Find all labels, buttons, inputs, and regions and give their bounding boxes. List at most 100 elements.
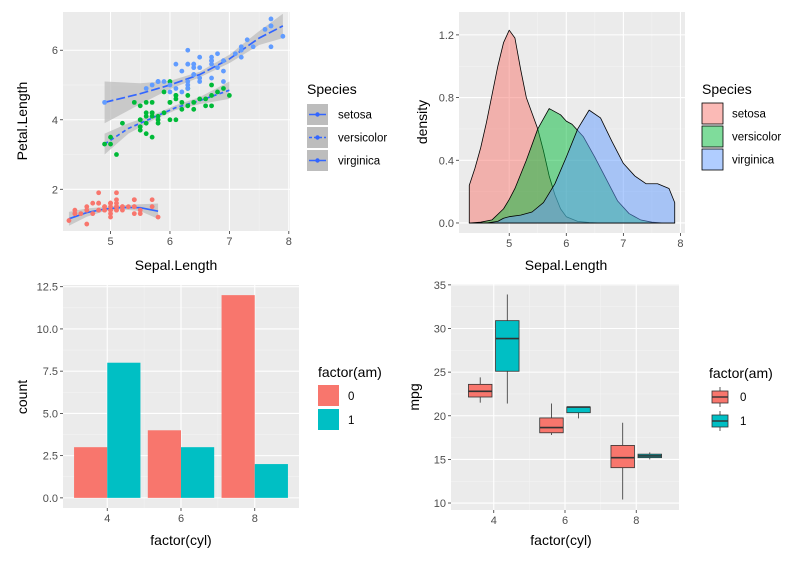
- point-versicolor: [167, 99, 173, 105]
- scatter-smooth-lines: [68, 25, 284, 220]
- density-legend-entry-setosa: setosa: [701, 102, 766, 125]
- point-versicolor: [143, 113, 149, 119]
- legend-key-swatch: [318, 385, 339, 406]
- box-ticks: 4 6 8 10 15 20 25 30 35: [434, 280, 640, 527]
- point-versicolor: [197, 96, 203, 102]
- point-virginica: [244, 37, 250, 43]
- point-virginica: [185, 61, 191, 67]
- bar-y-tick-label: 0.0: [43, 493, 58, 505]
- legend-key-point: [315, 158, 320, 163]
- point-virginica: [143, 86, 149, 91]
- density-legend-title: Species: [702, 81, 752, 97]
- point-versicolor: [137, 117, 143, 123]
- point-versicolor: [179, 99, 185, 105]
- point-versicolor: [167, 79, 173, 84]
- scatter-x-tick-label: 7: [226, 236, 232, 248]
- box-boxes: [468, 294, 662, 500]
- point-virginica: [221, 79, 226, 84]
- point-versicolor: [149, 113, 155, 119]
- density-ticks: 5 6 7 8 0.0 0.4 0.8 1.2: [439, 30, 684, 250]
- box-y-axis-title: mpg: [406, 383, 422, 410]
- bar-y-axis-title: count: [14, 380, 30, 414]
- point-setosa: [108, 211, 113, 217]
- point-virginica: [185, 82, 191, 88]
- point-setosa: [84, 207, 90, 213]
- smooth-line-virginica: [104, 25, 284, 104]
- scatter-legend-entry-versicolor: versicolor: [307, 127, 387, 148]
- bar-y-tick-label: 7.5: [43, 366, 58, 378]
- point-versicolor: [155, 113, 161, 119]
- point-virginica: [215, 65, 220, 71]
- box-legend-entry-0: 0: [711, 387, 746, 407]
- point-virginica: [238, 54, 244, 60]
- point-setosa: [72, 207, 78, 213]
- point-virginica: [149, 82, 155, 88]
- point-versicolor: [155, 117, 161, 123]
- bar-y-tick-label: 12.5: [37, 282, 58, 294]
- point-virginica: [250, 44, 256, 50]
- box-y-tick-label: 10: [434, 498, 446, 510]
- point-setosa: [131, 204, 137, 210]
- legend-key-swatch: [318, 409, 339, 430]
- legend-label-virginica: virginica: [338, 156, 381, 168]
- legend-label-setosa: setosa: [338, 110, 372, 122]
- point-virginica: [221, 58, 226, 64]
- bar-bars: [74, 295, 288, 498]
- bar-cyl4-am0: [74, 447, 108, 498]
- box-legend-entry-1: 1: [711, 411, 746, 431]
- legend-key-point: [315, 135, 320, 140]
- point-virginica: [191, 65, 197, 71]
- legend-label-versicolor: versicolor: [732, 132, 781, 144]
- bar-x-tick-label: 6: [178, 513, 184, 525]
- bar-x-axis-title: factor(cyl): [150, 532, 211, 548]
- point-versicolor: [143, 110, 149, 116]
- scatter-y-tick-label: 6: [52, 45, 58, 57]
- point-virginica: [197, 65, 203, 71]
- scatter-chart: 5 6 7 8 2 4 6 Sepal.Length Petal.Length Specie…: [14, 12, 387, 273]
- point-setosa: [84, 221, 90, 227]
- scatter-x-tick-label: 8: [286, 236, 292, 248]
- smooth-line-versicolor: [104, 89, 230, 145]
- point-versicolor: [191, 99, 197, 105]
- point-versicolor: [143, 120, 149, 126]
- box-y-tick-label: 35: [434, 280, 446, 292]
- point-versicolor: [149, 110, 155, 116]
- density-areas: [468, 29, 676, 224]
- legend-key-swatch: [701, 148, 724, 171]
- point-versicolor: [191, 106, 197, 112]
- box-y-tick-label: 30: [434, 324, 446, 336]
- point-versicolor: [203, 103, 209, 109]
- density-legend-entry-virginica: virginica: [701, 148, 775, 171]
- point-virginica: [179, 68, 185, 74]
- point-virginica: [155, 79, 161, 84]
- point-virginica: [238, 44, 244, 50]
- scatter-legend-title: Species: [307, 81, 357, 97]
- bar-ticks: 4 6 8 0.0 2.5 5.0 7.5 10.0 12.5: [37, 282, 258, 525]
- point-versicolor: [203, 96, 209, 102]
- point-virginica: [209, 75, 214, 81]
- legend-label-1: 1: [348, 415, 354, 427]
- point-setosa: [78, 211, 84, 217]
- point-virginica: [280, 33, 286, 39]
- point-versicolor: [209, 93, 214, 98]
- point-setosa: [114, 197, 119, 203]
- density-x-axis-title: Sepal.Length: [525, 257, 608, 273]
- point-virginica: [167, 82, 173, 88]
- scatter-y-axis-title: Petal.Length: [14, 82, 30, 161]
- point-setosa: [84, 204, 90, 210]
- legend-label-1: 1: [740, 416, 746, 428]
- smooth-line-setosa: [68, 206, 159, 220]
- point-virginica: [262, 26, 268, 32]
- point-virginica: [185, 79, 191, 84]
- scatter-legend: Species setosa versicolor virginica: [307, 81, 387, 171]
- point-versicolor: [114, 152, 119, 157]
- point-versicolor: [179, 106, 185, 112]
- point-virginica: [238, 47, 244, 53]
- point-virginica: [173, 86, 179, 91]
- point-virginica: [185, 86, 191, 91]
- bar-cyl4-am1: [107, 362, 141, 498]
- scatter-x-tick-label: 5: [107, 236, 113, 248]
- point-versicolor: [102, 141, 107, 147]
- point-versicolor: [120, 120, 125, 126]
